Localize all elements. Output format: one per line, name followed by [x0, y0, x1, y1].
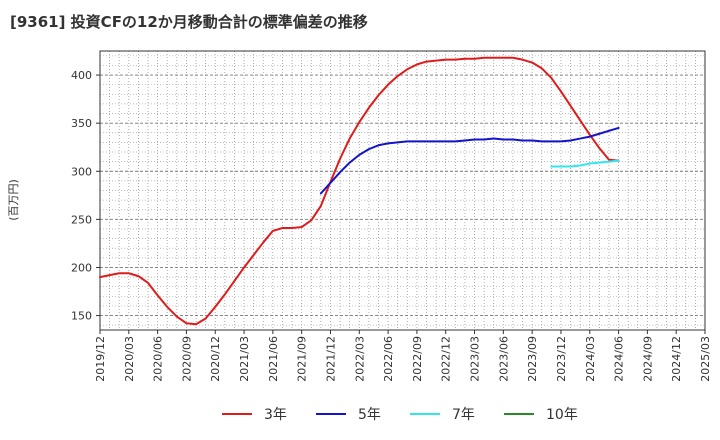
x-tick-label: 2021/12 [324, 336, 337, 382]
x-tick-label: 2023/06 [497, 336, 510, 382]
x-tick-label: 2024/12 [670, 336, 683, 382]
x-tick-label: 2020/12 [209, 336, 222, 382]
x-tick-label: 2022/12 [440, 336, 453, 382]
x-tick-label: 2021/09 [296, 336, 309, 382]
y-tick-label: 300 [71, 165, 92, 178]
x-tick-label: 2024/06 [613, 336, 626, 382]
series-line-2 [550, 159, 620, 168]
series-line-1 [319, 126, 620, 195]
y-tick-label: 150 [71, 310, 92, 323]
y-tick-label: 350 [71, 117, 92, 130]
x-tick-label: 2019/12 [94, 336, 107, 382]
x-tick-label: 2021/06 [267, 336, 280, 382]
legend-label: 5年 [358, 407, 381, 423]
x-tick-label: 2022/03 [353, 336, 366, 382]
x-tick-label: 2025/03 [699, 336, 712, 382]
x-tick-label: 2021/03 [238, 336, 251, 382]
x-tick-label: 2022/06 [382, 336, 395, 382]
x-tick-label: 2023/12 [555, 336, 568, 382]
x-axis-ticks: 2019/12 2020/03 2020/06 2020/09 2020/12 2021/… [94, 330, 712, 382]
y-tick-label: 250 [71, 213, 92, 226]
series-line-0 [99, 56, 620, 326]
x-tick-label: 2020/03 [123, 336, 136, 382]
x-tick-label: 2022/09 [411, 336, 424, 382]
y-axis-ticks: 150 200 250 300 350 400 [71, 69, 100, 323]
plot-frame [99, 50, 706, 331]
x-tick-label: 2020/09 [180, 336, 193, 382]
x-tick-label: 2024/03 [584, 336, 597, 382]
series-layer [99, 56, 620, 326]
x-tick-label: 2024/09 [641, 336, 654, 382]
x-tick-label: 2023/03 [469, 336, 482, 382]
y-tick-label: 200 [71, 261, 92, 274]
legend: 3年 5年 7年 10年 [222, 407, 578, 423]
x-tick-label: 2020/06 [152, 336, 165, 382]
legend-label: 3年 [264, 407, 287, 423]
x-tick-label: 2023/09 [526, 336, 539, 382]
chart-title: [9361] 投資CFの12か月移動合計の標準偏差の推移 [10, 13, 368, 31]
legend-label: 7年 [452, 407, 475, 423]
y-axis-label: (百万円) [7, 179, 20, 221]
legend-label: 10年 [546, 407, 578, 423]
y-tick-label: 400 [71, 69, 92, 82]
